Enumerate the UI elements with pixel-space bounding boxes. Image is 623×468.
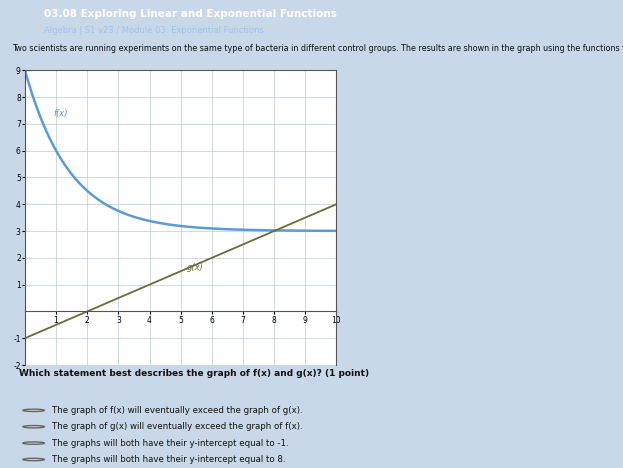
Text: The graph of g(x) will eventually exceed the graph of f(x).: The graph of g(x) will eventually exceed… (52, 422, 302, 431)
Text: The graphs will both have their y-intercept equal to 8.: The graphs will both have their y-interc… (52, 455, 285, 464)
Text: 03.08 Exploring Linear and Exponential Functions: 03.08 Exploring Linear and Exponential F… (44, 9, 336, 19)
Text: f(x): f(x) (53, 109, 67, 118)
Text: Algebra | S1 v23 / Module 03: Exponential Functions: Algebra | S1 v23 / Module 03: Exponentia… (44, 26, 264, 35)
Text: The graphs will both have their y-intercept equal to -1.: The graphs will both have their y-interc… (52, 439, 288, 447)
Text: Which statement best describes the graph of f(x) and g(x)? (1 point): Which statement best describes the graph… (19, 369, 369, 378)
Text: Two scientists are running experiments on the same type of bacteria in different: Two scientists are running experiments o… (12, 44, 623, 53)
Text: The graph of f(x) will eventually exceed the graph of g(x).: The graph of f(x) will eventually exceed… (52, 406, 302, 415)
Text: g(x): g(x) (187, 263, 204, 272)
